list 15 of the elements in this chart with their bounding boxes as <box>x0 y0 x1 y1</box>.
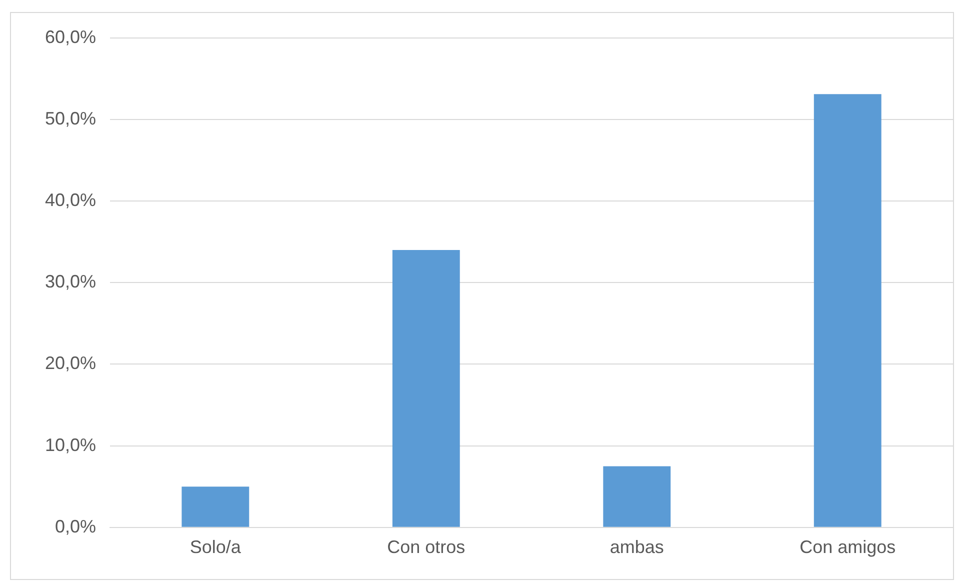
y-tick-label: 50,0% <box>44 108 96 128</box>
y-tick-label: 60,0% <box>44 26 96 47</box>
y-tick-label: 20,0% <box>44 353 96 374</box>
bar <box>392 250 460 527</box>
y-tick-label: 30,0% <box>44 272 96 292</box>
x-tick-label: Con otros <box>387 537 466 558</box>
y-tick-label: 40,0% <box>44 190 96 210</box>
bar <box>182 486 250 527</box>
bar <box>603 466 671 527</box>
x-tick-label: ambas <box>610 537 664 558</box>
y-tick-label: 10,0% <box>44 434 96 455</box>
bar <box>814 94 882 527</box>
y-tick-label: 0,0% <box>55 516 96 536</box>
x-tick-label: Solo/a <box>190 537 242 558</box>
x-tick-label: Con amigos <box>800 537 896 558</box>
